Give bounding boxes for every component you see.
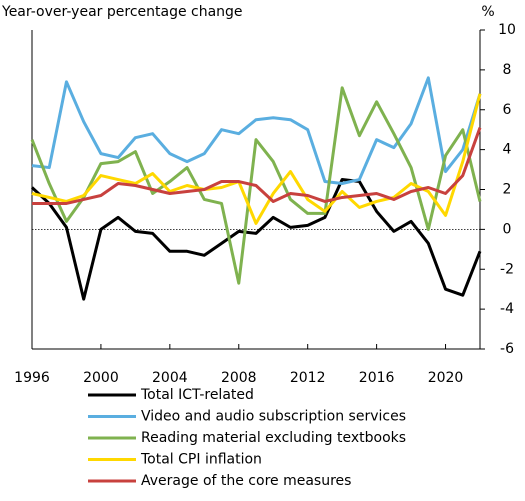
chart-title: Year-over-year percentage change bbox=[1, 4, 243, 20]
y-tick-label: 6 bbox=[503, 102, 512, 118]
x-tick-label: 2012 bbox=[290, 370, 326, 386]
series-line bbox=[31, 76, 482, 186]
y-tick-label: -6 bbox=[500, 341, 514, 357]
x-tick-label: 2000 bbox=[83, 370, 119, 386]
legend-label: Total ICT-related bbox=[140, 387, 254, 403]
y-unit: % bbox=[481, 4, 494, 20]
x-tick-label: 2020 bbox=[428, 370, 464, 386]
legend-label: Reading material excluding textbooks bbox=[141, 430, 406, 446]
x-tick-label: 1996 bbox=[14, 370, 50, 386]
legend-label: Video and audio subscription services bbox=[141, 409, 406, 425]
x-tick-label: 2016 bbox=[359, 370, 395, 386]
series-line bbox=[32, 127, 482, 205]
y-tick-label: 8 bbox=[503, 62, 512, 78]
y-tick-label: -4 bbox=[500, 301, 514, 317]
y-tick-label: -2 bbox=[500, 261, 514, 277]
series-line bbox=[30, 178, 482, 301]
y-tick-label: 2 bbox=[503, 182, 512, 198]
series-line bbox=[31, 93, 482, 225]
x-tick-label: 2004 bbox=[152, 370, 188, 386]
y-tick-label: 10 bbox=[498, 22, 516, 38]
series-line bbox=[30, 86, 482, 285]
y-tick-label: 4 bbox=[503, 142, 512, 158]
legend-label: Average of the core measures bbox=[141, 473, 351, 489]
x-tick-label: 2008 bbox=[221, 370, 257, 386]
legend-label: Total CPI inflation bbox=[140, 452, 262, 468]
y-tick-label: 0 bbox=[503, 221, 512, 237]
